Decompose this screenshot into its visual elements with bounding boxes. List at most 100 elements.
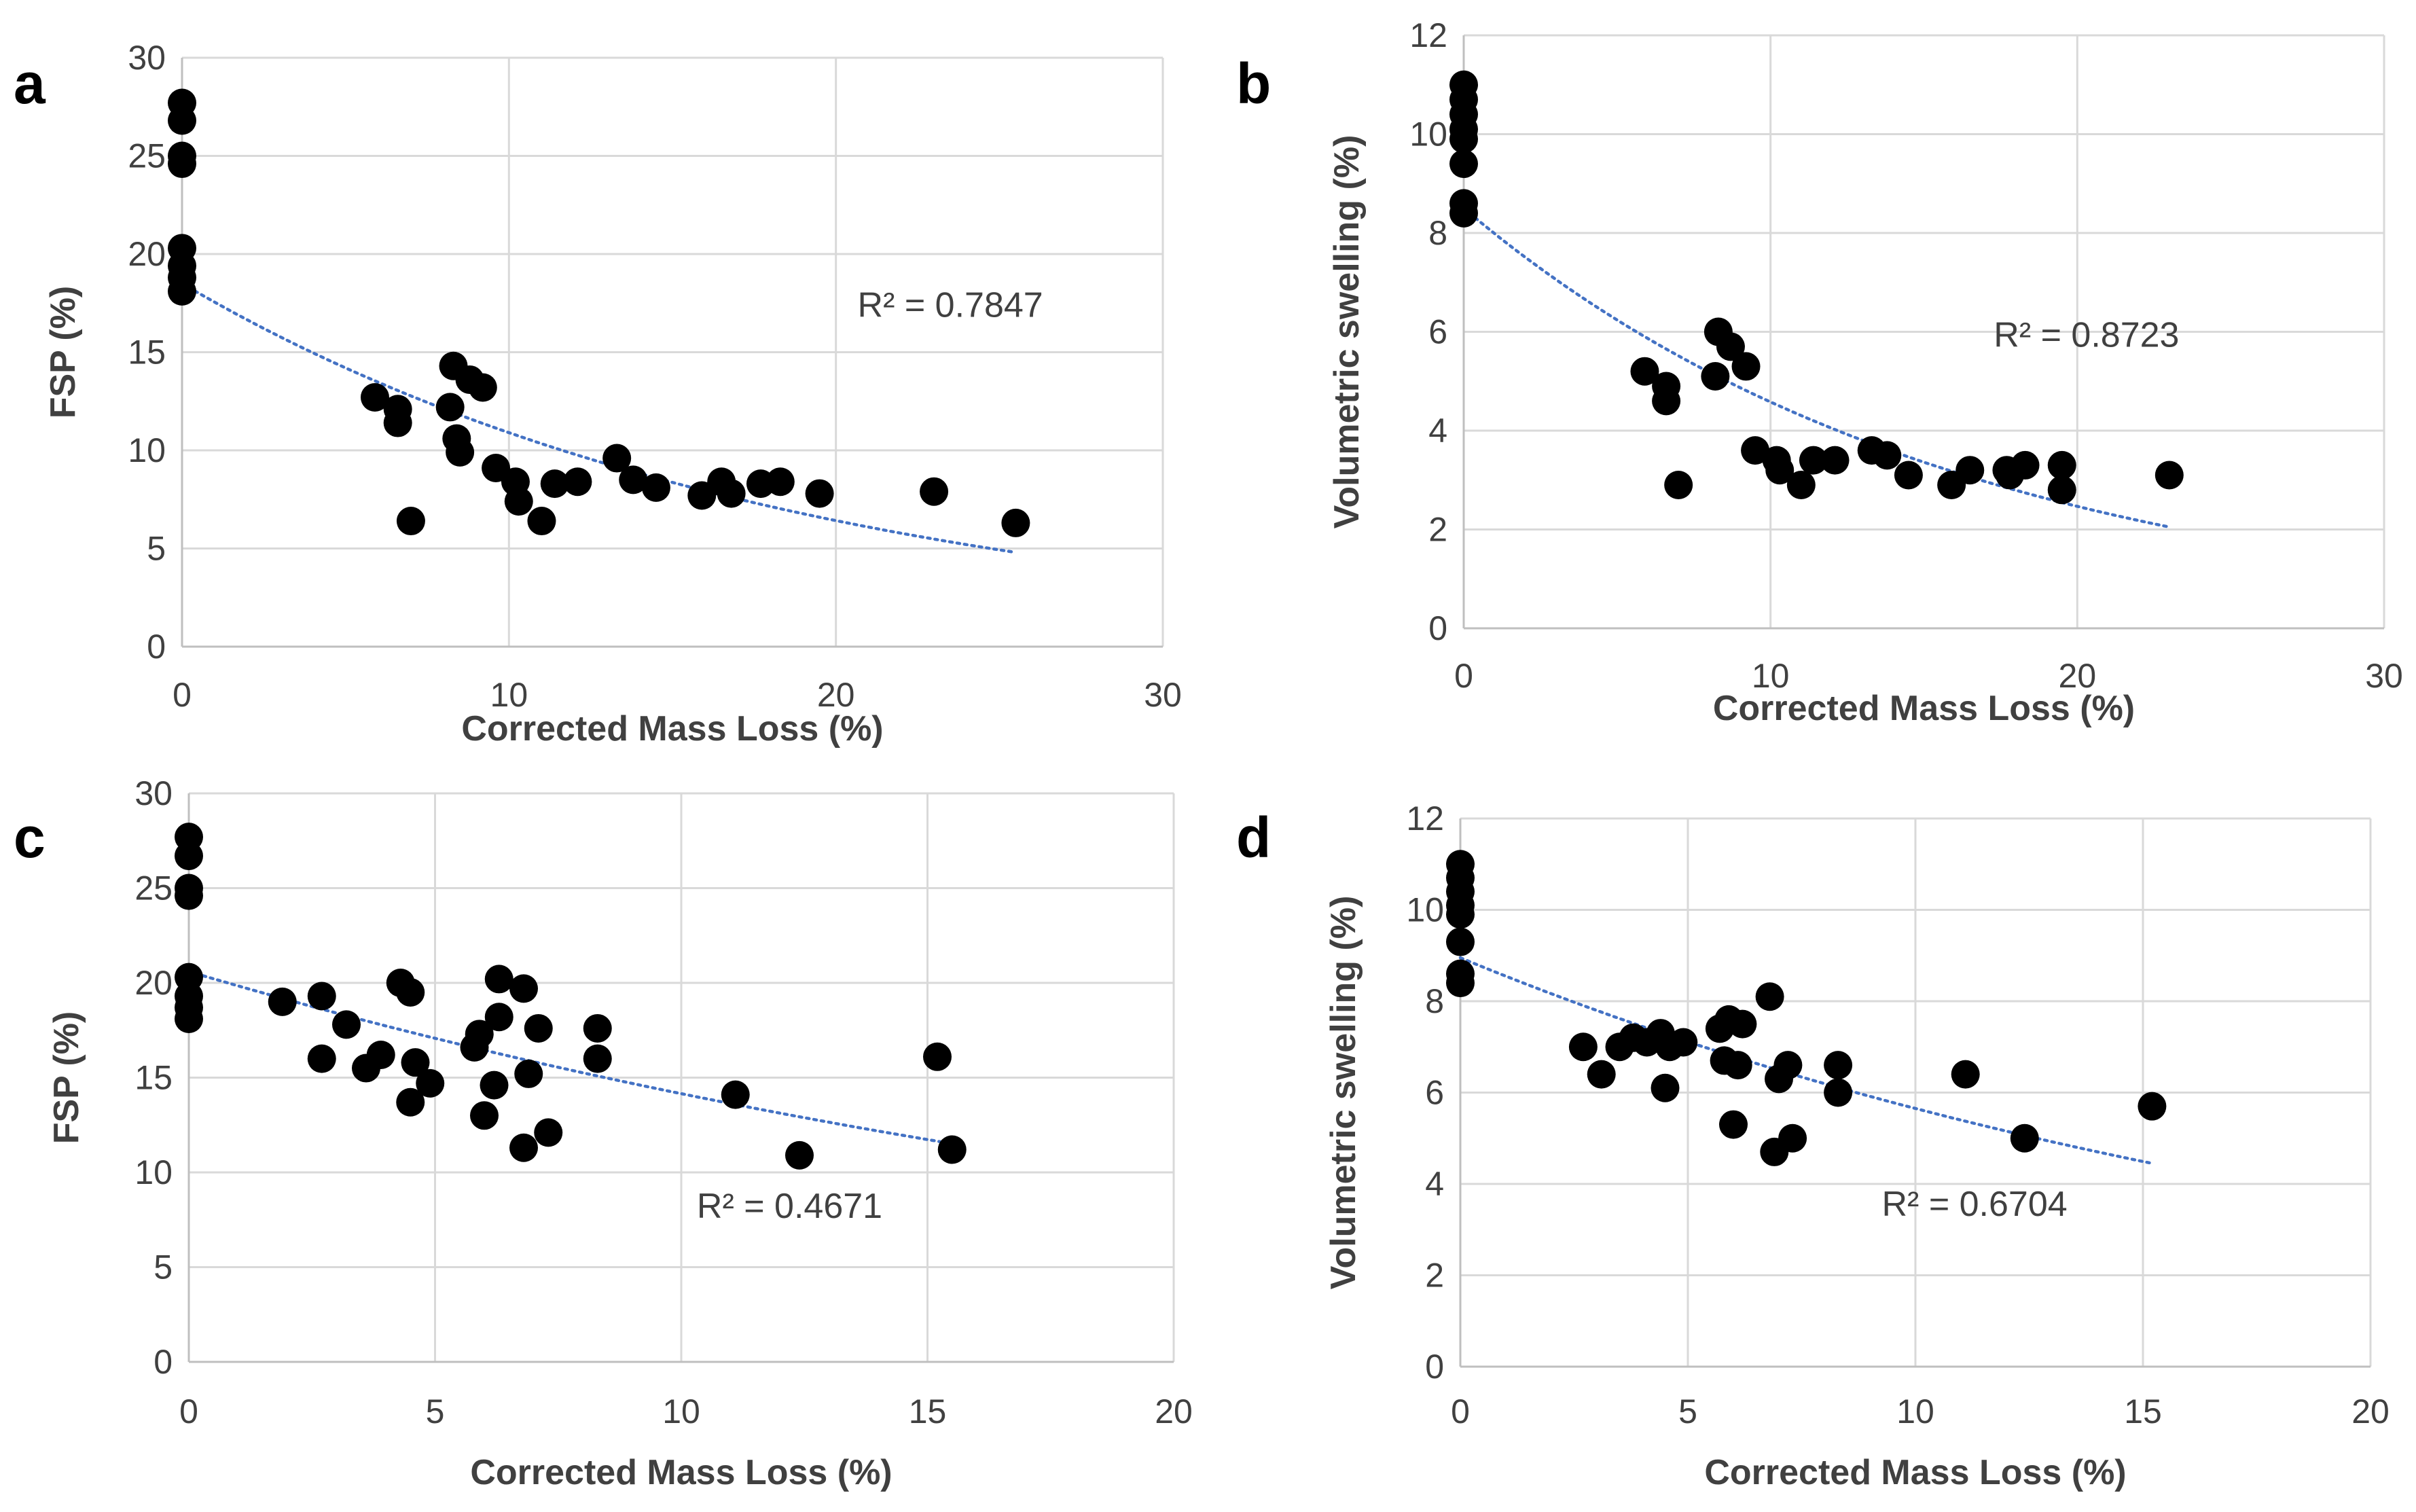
- y-tick-label: 15: [128, 334, 166, 372]
- x-tick-label: 10: [662, 1392, 700, 1430]
- y-tick-label: 10: [1406, 891, 1444, 929]
- data-point: [307, 982, 336, 1011]
- y-tick-label: 8: [1425, 982, 1444, 1020]
- y-tick-label: 5: [147, 530, 166, 568]
- data-point: [805, 479, 834, 508]
- x-tick-label: 0: [173, 676, 192, 714]
- data-point: [465, 1020, 494, 1049]
- y-tick-label: 2: [1425, 1257, 1444, 1295]
- data-point: [1731, 352, 1761, 381]
- data-point: [1587, 1060, 1616, 1089]
- r-squared-label: R² = 0.8723: [1994, 315, 2179, 355]
- data-point: [1894, 461, 1923, 490]
- data-point: [2047, 475, 2076, 505]
- data-point: [1951, 1060, 1980, 1089]
- x-axis-title: Corrected Mass Loss (%): [1713, 689, 2135, 728]
- data-point: [435, 393, 465, 422]
- data-point: [1446, 969, 1475, 998]
- trendline: [1458, 956, 2154, 1165]
- data-point: [480, 1070, 509, 1100]
- data-point: [2047, 450, 2076, 480]
- data-point: [1786, 471, 1816, 500]
- trendline: [180, 282, 1017, 554]
- data-point: [509, 1133, 538, 1162]
- panel-letter-a: a: [14, 52, 46, 115]
- data-point: [1652, 386, 1681, 416]
- data-point: [1716, 332, 1745, 361]
- data-point: [396, 977, 425, 1007]
- data-point: [2138, 1092, 2167, 1121]
- data-point: [175, 1005, 203, 1034]
- data-point: [641, 473, 670, 502]
- data-point: [1728, 1009, 1757, 1039]
- data-point: [1449, 198, 1478, 228]
- data-point: [1773, 1051, 1803, 1080]
- y-tick-label: 12: [1406, 799, 1444, 838]
- data-point: [920, 477, 949, 506]
- y-tick-label: 25: [134, 869, 173, 907]
- panel-b: b 0 2 4 6 8 10 12 0 10 20 30 Corrected Mass Loss (%)…: [1236, 16, 2403, 728]
- data-point: [514, 1059, 543, 1088]
- data-point: [1765, 456, 1795, 485]
- data-point: [509, 974, 538, 1003]
- data-point: [366, 1041, 395, 1070]
- data-point: [1873, 441, 1902, 470]
- x-tick-label: 20: [2351, 1392, 2390, 1430]
- panel-letter-b: b: [1236, 52, 1271, 115]
- y-tick-label: 20: [128, 235, 166, 273]
- y-tick-label: 10: [1409, 115, 1447, 154]
- panel-d: d 0 2 4 6 8 10 12 0 5 10 15 20 Corrected Mass Loss (%…: [1236, 799, 2390, 1492]
- data-point: [1446, 927, 1475, 956]
- x-tick-label: 15: [909, 1392, 947, 1430]
- data-point: [524, 1013, 553, 1043]
- panel-letter-d: d: [1236, 806, 1271, 869]
- x-tick-label: 20: [817, 676, 855, 714]
- data-point: [168, 276, 196, 306]
- data-point: [527, 507, 556, 536]
- y-tick-label: 0: [147, 628, 166, 666]
- data-point: [1719, 1110, 1748, 1139]
- y-tick-label: 0: [154, 1343, 173, 1381]
- x-tick-label: 20: [1155, 1392, 1193, 1430]
- y-tick-label: 2: [1428, 511, 1447, 549]
- y-tick-label: 5: [154, 1248, 173, 1286]
- data-point: [1446, 900, 1475, 929]
- y-tick-label: 4: [1428, 412, 1447, 450]
- data-point: [1778, 1123, 1807, 1153]
- data-point: [484, 1003, 513, 1032]
- y-tick-label: 4: [1425, 1165, 1444, 1203]
- y-tick-label: 15: [134, 1059, 173, 1097]
- data-point: [1449, 124, 1478, 154]
- x-tick-label: 5: [426, 1392, 445, 1430]
- r-squared-label: R² = 0.7847: [858, 285, 1043, 325]
- data-point: [360, 382, 389, 412]
- x-tick-label: 10: [1752, 657, 1790, 695]
- data-point: [307, 1044, 336, 1073]
- data-point: [1799, 446, 1828, 475]
- data-point: [937, 1135, 967, 1164]
- y-tick-label: 30: [134, 774, 173, 812]
- y-tick-label: 10: [134, 1153, 173, 1191]
- data-point: [1701, 361, 1730, 391]
- y-tick-label: 8: [1428, 214, 1447, 252]
- x-tick-label: 10: [1896, 1392, 1934, 1430]
- data-point: [383, 408, 412, 437]
- x-tick-label: 30: [2365, 657, 2403, 695]
- data-point: [168, 106, 196, 135]
- r-squared-label: R² = 0.6704: [1882, 1185, 2068, 1224]
- data-point: [2011, 450, 2040, 480]
- y-tick-label: 12: [1409, 16, 1447, 54]
- data-point: [583, 1013, 612, 1043]
- data-point: [175, 842, 203, 871]
- data-point: [534, 1118, 563, 1147]
- y-tick-label: 6: [1428, 313, 1447, 351]
- data-point: [721, 1080, 750, 1109]
- data-point: [1001, 508, 1030, 537]
- data-point: [1824, 1078, 1853, 1107]
- trendline: [1462, 206, 2171, 529]
- y-tick-label: 0: [1428, 609, 1447, 647]
- y-tick-label: 25: [128, 137, 166, 175]
- x-axis-title: Corrected Mass Loss (%): [1704, 1453, 2126, 1492]
- data-point: [563, 467, 592, 497]
